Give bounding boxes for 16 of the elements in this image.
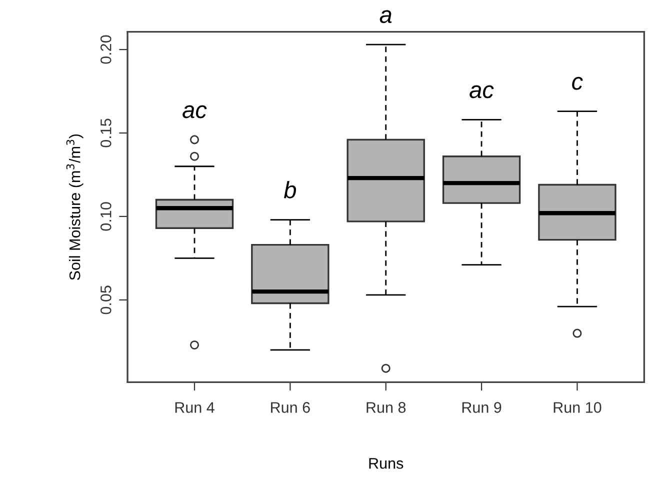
x-tick-label: Run 8 [366, 402, 406, 413]
annotation: ac [470, 85, 494, 98]
y-tick-label: 0.15 [100, 118, 112, 148]
y-axis-title: Soil Moisture (m$^{3}$/m$^{3}$) [66, 134, 84, 280]
annotation: b [284, 181, 296, 198]
annotation: c [572, 76, 583, 90]
y-tick-label: 0.05 [100, 286, 112, 314]
text: a [380, 10, 392, 24]
x-tick-label: Run 10 [554, 402, 602, 413]
x-axis-title: Runs [369, 458, 404, 469]
x-tick-label: Run 9 [462, 402, 502, 413]
y-tick-label: 0.10 [100, 202, 112, 231]
y-tick-label: 0.20 [100, 35, 112, 64]
annotation: ac [182, 105, 207, 118]
x-tick-label: Run 6 [271, 402, 310, 413]
x-tick-label: Run 4 [175, 402, 214, 413]
